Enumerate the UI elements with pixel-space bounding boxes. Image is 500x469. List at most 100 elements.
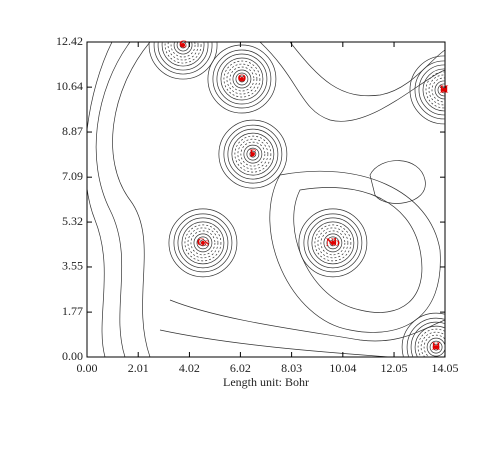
contour (159, 329, 391, 357)
contour (164, 42, 202, 64)
contour (432, 343, 440, 351)
contour (229, 66, 255, 92)
contour (161, 42, 205, 67)
contour (425, 71, 445, 109)
contour (87, 42, 113, 357)
contour (409, 55, 445, 125)
contour (417, 328, 445, 357)
atom (330, 240, 335, 245)
contour (369, 160, 426, 204)
contour (422, 68, 445, 112)
contour (314, 224, 352, 262)
contour (440, 86, 445, 94)
x-tick-label: 2.01 (128, 361, 149, 375)
contour (410, 321, 445, 357)
contour (177, 217, 229, 269)
plot-frame (86, 41, 446, 358)
contour (406, 317, 445, 357)
contour (216, 53, 268, 105)
contour (269, 170, 441, 333)
contour (298, 208, 368, 278)
y-tick-label: 5.32 (62, 214, 83, 228)
contour (414, 60, 445, 120)
contour (317, 227, 349, 259)
contour (176, 42, 190, 52)
contour (235, 72, 249, 86)
contour (218, 119, 288, 189)
contour (311, 221, 355, 265)
contour (418, 64, 445, 116)
y-tick-label: 10.64 (56, 79, 83, 93)
contour (199, 239, 207, 247)
contour (220, 57, 264, 101)
contour (429, 340, 443, 354)
contour (212, 49, 272, 109)
contour (320, 230, 346, 256)
contour (234, 135, 272, 173)
contour (401, 312, 445, 357)
y-tick-label: 0.00 (62, 349, 83, 363)
contour (434, 80, 445, 100)
atom-label: O (238, 73, 247, 85)
x-tick-label: 6.02 (230, 361, 251, 375)
contour (187, 227, 219, 259)
contour (226, 63, 258, 95)
x-tick-label: 8.03 (281, 361, 302, 375)
contour (246, 147, 260, 161)
contour (153, 42, 213, 75)
atom-label: Nb (326, 236, 340, 248)
atom (250, 152, 255, 157)
contour (223, 124, 283, 184)
y-tick-label: 3.55 (62, 259, 83, 273)
atom-label: F (250, 148, 257, 160)
contour (238, 75, 246, 83)
contour (307, 217, 359, 269)
atom-label: H (440, 83, 449, 95)
atom-label: H (432, 341, 441, 353)
contour (148, 42, 218, 80)
contour (323, 233, 343, 253)
contour (231, 132, 275, 176)
contour (193, 233, 213, 253)
contour (223, 60, 261, 98)
contour (179, 42, 187, 49)
atom (239, 77, 244, 82)
contour (95, 42, 131, 357)
contour (426, 337, 445, 357)
atom (200, 240, 205, 245)
contour (259, 42, 445, 122)
contour (303, 213, 363, 273)
contour (170, 42, 196, 58)
contour (431, 77, 445, 103)
contour (169, 299, 445, 342)
contour (437, 83, 445, 97)
contour (173, 42, 193, 55)
contour (423, 334, 445, 357)
contour (289, 42, 445, 97)
contour (237, 138, 269, 170)
background-contours (87, 42, 445, 357)
y-tick-label: 8.87 (62, 124, 83, 138)
x-tick-label: 0.00 (77, 361, 98, 375)
contour (184, 224, 222, 262)
y-tick-label: 1.77 (62, 304, 83, 318)
contour (207, 44, 277, 114)
contour (240, 141, 266, 167)
atom (441, 87, 446, 92)
contour (167, 42, 199, 61)
contour (414, 325, 445, 357)
contour (168, 208, 238, 278)
atom-label: Cs (197, 236, 210, 248)
contour (227, 128, 279, 180)
contour (249, 150, 257, 158)
atom (181, 43, 186, 48)
contour (329, 239, 337, 247)
atom (434, 345, 439, 350)
x-tick-label: 14.05 (432, 361, 459, 375)
x-tick-label: 10.04 (329, 361, 356, 375)
contour (173, 213, 233, 273)
contour (181, 221, 225, 265)
contour (157, 42, 209, 71)
contour (326, 236, 340, 250)
